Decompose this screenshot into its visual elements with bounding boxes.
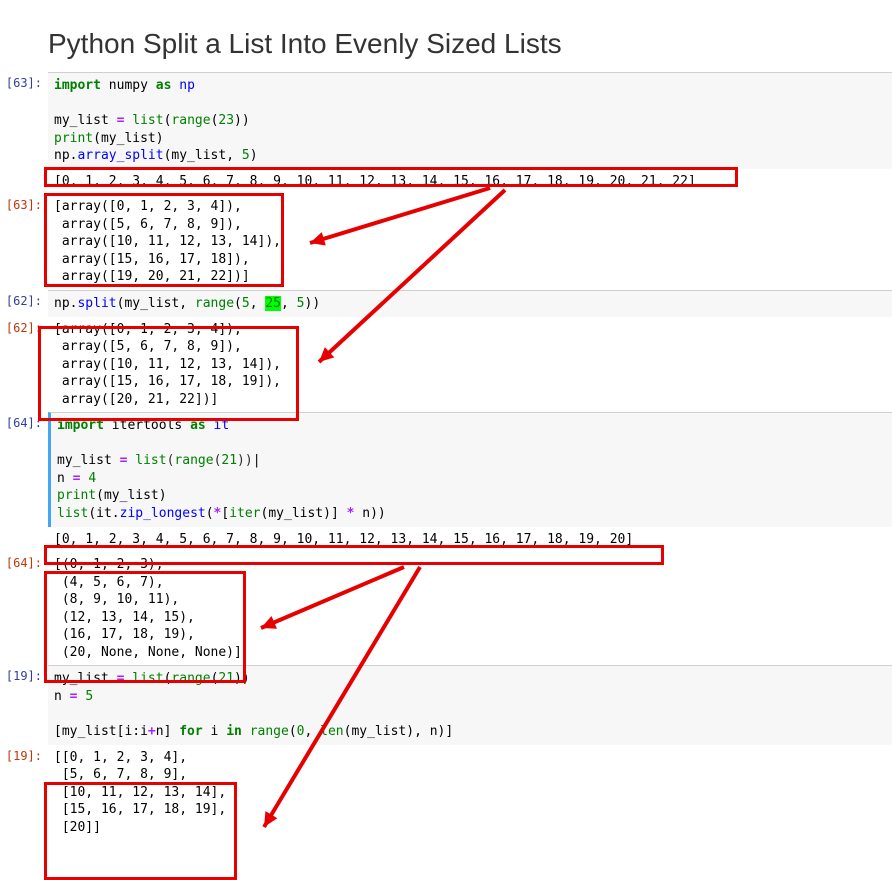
output-prompt: [64]: bbox=[0, 552, 48, 665]
result-text: [array([0, 1, 2, 3, 4]), array([5, 6, 7,… bbox=[48, 317, 892, 413]
input-prompt: [62]: bbox=[0, 290, 48, 317]
code-cell[interactable]: [19]:my_list = list(range(21)) n = 5 [my… bbox=[0, 665, 892, 744]
prompt-blank bbox=[0, 169, 48, 195]
output-row: [63]:[array([0, 1, 2, 3, 4]), array([5, … bbox=[0, 194, 892, 290]
input-prompt: [63]: bbox=[0, 72, 48, 169]
stdout-row: [0, 1, 2, 3, 4, 5, 6, 7, 8, 9, 10, 11, 1… bbox=[0, 169, 892, 195]
code-cell[interactable]: [62]:np.split(my_list, range(5, 25, 5)) bbox=[0, 290, 892, 317]
code-input[interactable]: import numpy as np my_list = list(range(… bbox=[48, 72, 892, 169]
output-row: [62]:[array([0, 1, 2, 3, 4]), array([5, … bbox=[0, 317, 892, 413]
output-prompt: [62]: bbox=[0, 317, 48, 413]
stdout-text: [0, 1, 2, 3, 4, 5, 6, 7, 8, 9, 10, 11, 1… bbox=[48, 527, 892, 553]
code-input[interactable]: my_list = list(range(21)) n = 5 [my_list… bbox=[48, 665, 892, 744]
prompt-blank bbox=[0, 527, 48, 553]
stdout-row: [0, 1, 2, 3, 4, 5, 6, 7, 8, 9, 10, 11, 1… bbox=[0, 527, 892, 553]
code-input[interactable]: import itertools as it my_list = list(ra… bbox=[48, 412, 892, 526]
output-row: [19]:[[0, 1, 2, 3, 4], [5, 6, 7, 8, 9], … bbox=[0, 745, 892, 841]
code-cell[interactable]: [63]:import numpy as np my_list = list(r… bbox=[0, 72, 892, 169]
output-row: [64]:[(0, 1, 2, 3), (4, 5, 6, 7), (8, 9,… bbox=[0, 552, 892, 665]
page-title: Python Split a List Into Evenly Sized Li… bbox=[0, 0, 892, 72]
input-prompt: [64]: bbox=[0, 412, 48, 526]
result-text: [array([0, 1, 2, 3, 4]), array([5, 6, 7,… bbox=[48, 194, 892, 290]
code-cell[interactable]: [64]:import itertools as it my_list = li… bbox=[0, 412, 892, 526]
result-text: [(0, 1, 2, 3), (4, 5, 6, 7), (8, 9, 10, … bbox=[48, 552, 892, 665]
input-prompt: [19]: bbox=[0, 665, 48, 744]
output-prompt: [63]: bbox=[0, 194, 48, 290]
result-text: [[0, 1, 2, 3, 4], [5, 6, 7, 8, 9], [10, … bbox=[48, 745, 892, 841]
code-input[interactable]: np.split(my_list, range(5, 25, 5)) bbox=[48, 290, 892, 317]
stdout-text: [0, 1, 2, 3, 4, 5, 6, 7, 8, 9, 10, 11, 1… bbox=[48, 169, 892, 195]
output-prompt: [19]: bbox=[0, 745, 48, 841]
